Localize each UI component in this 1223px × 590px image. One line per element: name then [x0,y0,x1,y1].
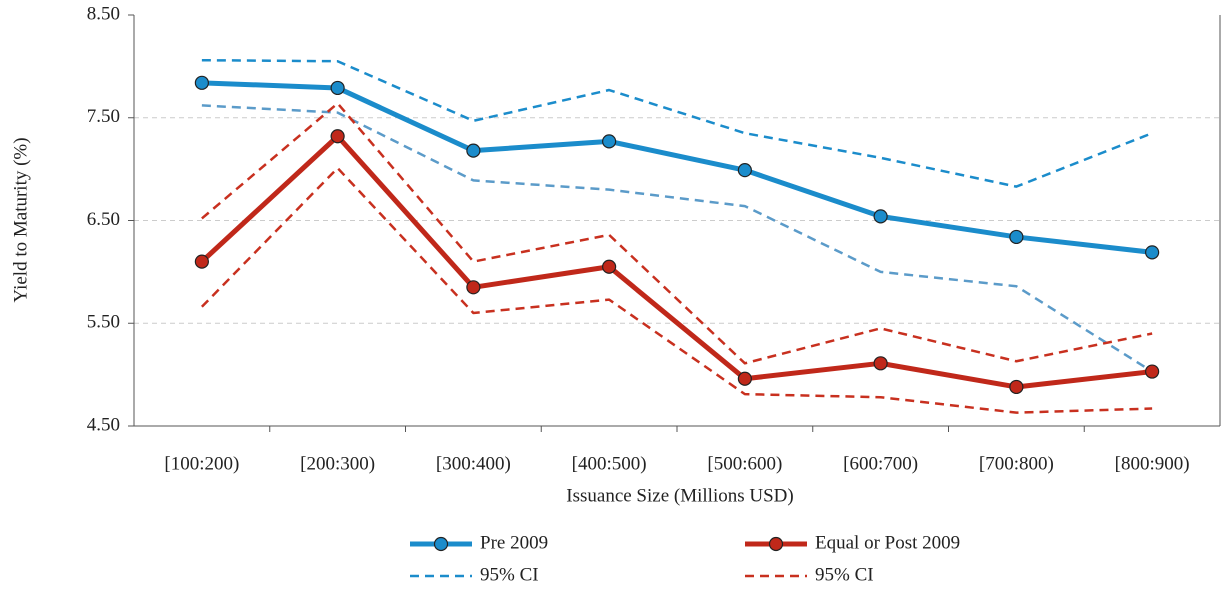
legend-label: 95% CI [815,564,874,585]
marker [330,80,345,96]
marker [330,129,345,144]
marker [1009,229,1024,245]
y-tick-label: 4.50 [87,414,120,435]
marker [1145,245,1160,260]
x-tick-label: [200:300) [300,453,375,474]
marker [737,163,752,178]
legend-label: Equal or Post 2009 [815,532,960,553]
x-tick-label: [300:400) [436,453,511,474]
y-tick-label: 5.50 [87,312,120,333]
ci-upper-line [201,58,1153,188]
series-line [200,133,1153,390]
ci-lower-line [200,166,1153,414]
ci-upper-line [201,102,1153,365]
legend-label: Pre 2009 [480,532,548,553]
x-tick-label: [600:700) [843,453,918,474]
legend-marker [433,536,449,552]
y-tick-label: 8.50 [87,3,120,24]
legend-marker [768,536,784,552]
marker [602,259,617,274]
marker [873,356,888,371]
legend-label: 95% CI [480,564,539,585]
y-axis-label: Yield to Maturity (%) [10,137,31,302]
x-axis-label: Issuance Size (Millions USD) [566,485,793,506]
marker [466,143,481,158]
ci-lower-line [201,104,1153,373]
series-line [201,80,1153,255]
marker [737,371,752,386]
y-tick-label: 6.50 [87,209,120,230]
x-tick-label: [500:600) [707,453,782,474]
marker [873,209,888,224]
marker [1145,364,1160,379]
marker [466,280,481,295]
marker [194,75,209,90]
marker [1009,379,1024,395]
x-tick-label: [100:200) [164,453,239,474]
marker [602,134,617,149]
y-tick-label: 7.50 [87,106,120,127]
x-tick-label: [700:800) [979,453,1054,474]
marker [194,254,209,269]
x-tick-label: [800:900) [1115,453,1190,474]
x-tick-label: [400:500) [572,453,647,474]
